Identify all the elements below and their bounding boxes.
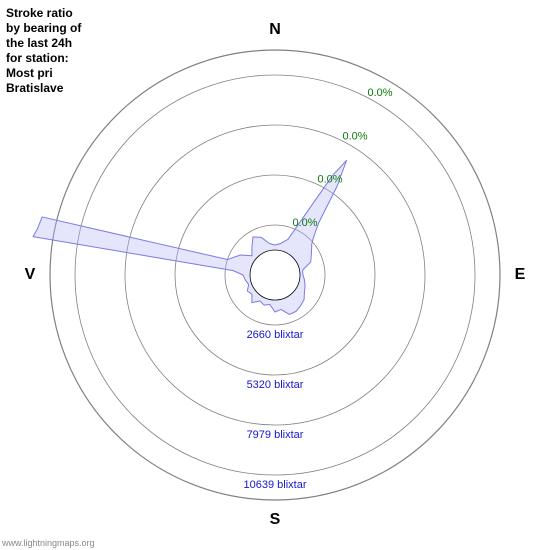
ring-label-pct: 0.0% (292, 217, 317, 229)
polar-chart-svg: N S E V 2660 blixtar 5320 blixtar 7979 blixtar… (0, 0, 550, 550)
chart-container: Stroke ratio by bearing of the last 24h … (0, 0, 550, 550)
compass-n: N (269, 21, 281, 38)
ring-label-pct: 0.0% (367, 87, 392, 99)
ring-label-pct: 0.0% (342, 130, 367, 142)
ring-label-strokes: 5320 blixtar (247, 379, 304, 391)
compass-e: E (515, 266, 526, 283)
compass-w: V (25, 266, 36, 283)
ring-label-strokes: 10639 blixtar (244, 479, 307, 491)
ring-label-strokes: 2660 blixtar (247, 329, 304, 341)
compass-s: S (270, 511, 281, 528)
ring-label-strokes: 7979 blixtar (247, 429, 304, 441)
ring-label-pct: 0.0% (317, 174, 342, 186)
footer-attribution: www.lightningmaps.org (2, 538, 95, 548)
